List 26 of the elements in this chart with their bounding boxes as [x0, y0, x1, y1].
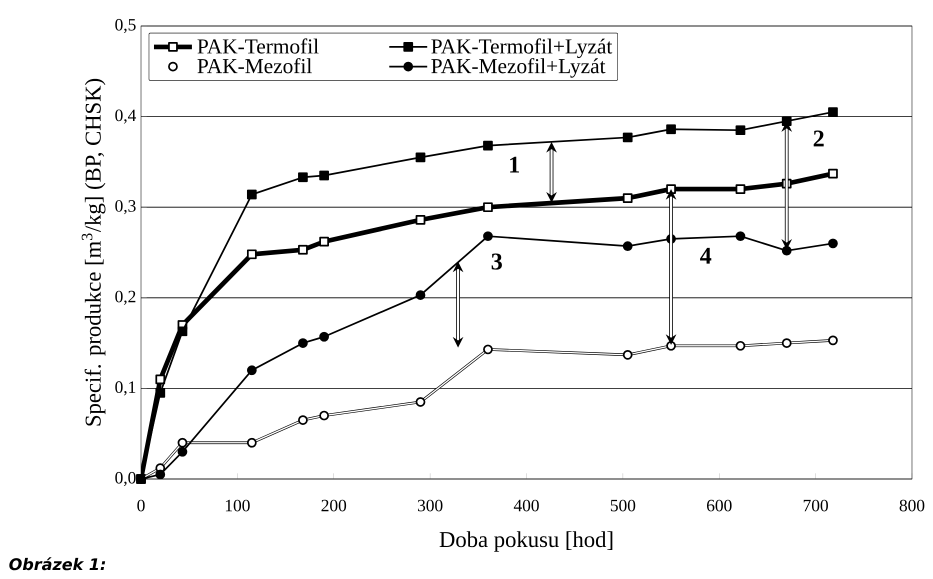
- y-tick-label: 0,2: [115, 290, 136, 305]
- annotation: 1: [510, 156, 519, 173]
- legend-label: PAK-Termofil+Lyzát: [431, 38, 612, 58]
- legend-label: PAK-Mezofil+Lyzát: [431, 58, 606, 78]
- annotation: 3: [492, 253, 502, 270]
- x-tick-label: 600: [707, 500, 732, 512]
- text: Obrázek 1:: [9, 557, 106, 570]
- y-tick-label: 0,1: [115, 381, 136, 396]
- annotation: 2: [814, 130, 824, 146]
- y-tick-label: 0,3: [115, 200, 136, 214]
- y-tick-label: 0,5: [115, 18, 136, 34]
- x-tick-label: 100: [226, 500, 250, 512]
- x-tick-label: 300: [418, 500, 442, 512]
- annotation: 4: [700, 248, 712, 264]
- x-tick-label: 700: [804, 500, 828, 512]
- y-tick-label: 0,0: [115, 472, 136, 486]
- y-tick-label: 0,4: [115, 110, 136, 124]
- x-tick-label: 800: [900, 500, 924, 512]
- x-tick-label: 0: [137, 500, 145, 512]
- x-tick-label: 400: [514, 500, 539, 512]
- x-axis-title: Doba pokusu [hod]: [440, 531, 612, 552]
- x-tick-label: 200: [322, 500, 346, 512]
- y-axis-title: Specif. produkce [m$^{3}$/kg] (BP, CHSK): [82, 78, 106, 426]
- legend-label: PAK-Termofil: [198, 38, 319, 54]
- x-tick-label: 500: [610, 500, 636, 512]
- legend-label: PAK-Mezofil: [198, 58, 312, 74]
